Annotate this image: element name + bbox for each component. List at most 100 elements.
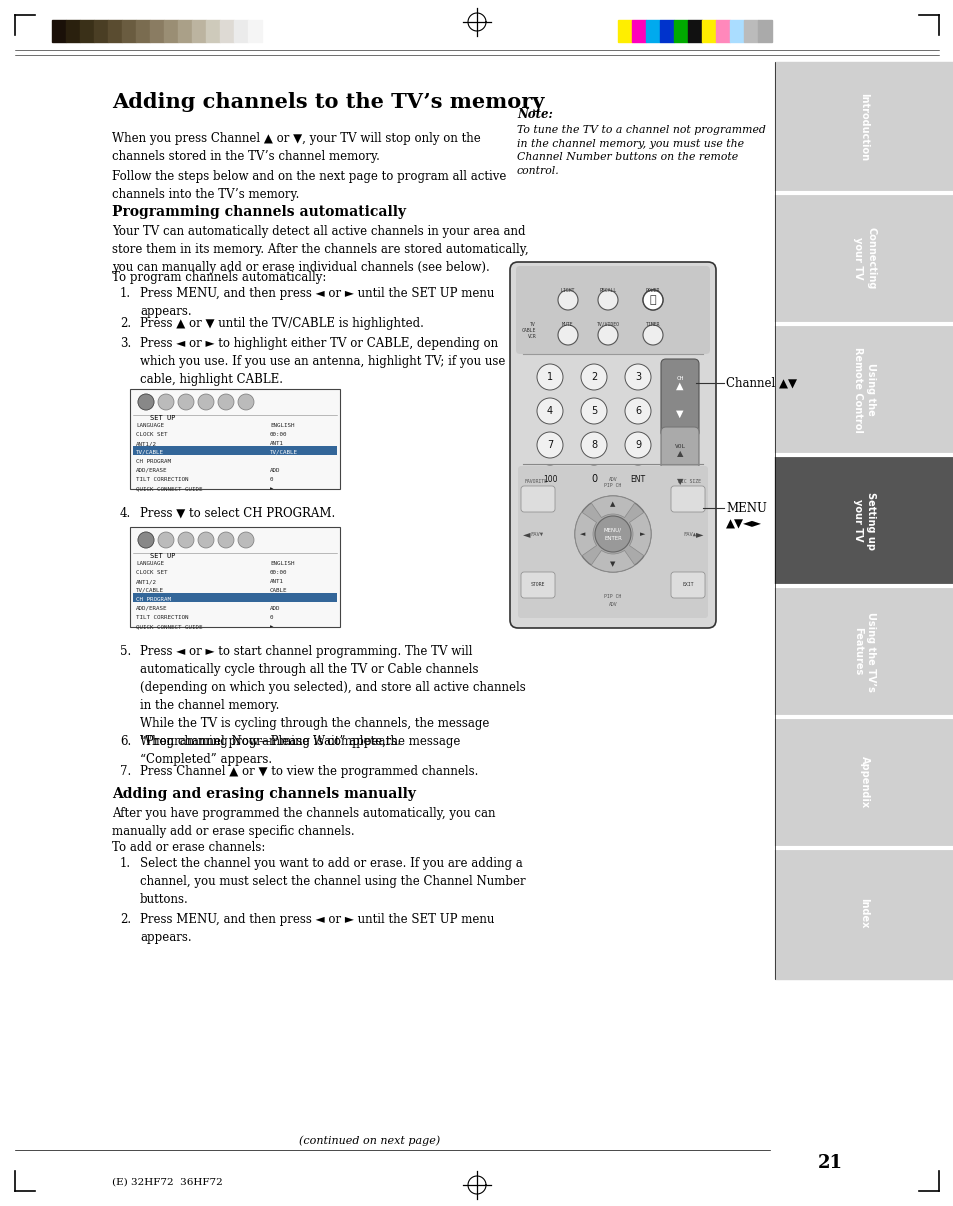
Text: ►: ► — [270, 486, 274, 491]
Bar — [774, 324, 953, 455]
Text: 2.: 2. — [120, 913, 131, 926]
Text: 0: 0 — [270, 615, 274, 620]
Text: MENU/: MENU/ — [603, 527, 621, 533]
Text: After you have programmed the channels automatically, you can
manually add or er: After you have programmed the channels a… — [112, 807, 495, 838]
Text: To add or erase channels:: To add or erase channels: — [112, 841, 265, 854]
Text: 5.: 5. — [120, 645, 132, 658]
Circle shape — [138, 532, 153, 548]
Circle shape — [198, 394, 213, 410]
Text: Introduction: Introduction — [859, 93, 868, 162]
Text: When channel programming is complete,the message
“Completed” appears.: When channel programming is complete,the… — [140, 734, 460, 766]
Text: RECALL: RECALL — [598, 288, 616, 293]
Text: 2: 2 — [590, 371, 597, 382]
Text: VOL: VOL — [674, 444, 685, 449]
Text: QUICK CONNECT GUIDE: QUICK CONNECT GUIDE — [136, 486, 202, 491]
Text: CLOCK SET: CLOCK SET — [136, 432, 168, 437]
Bar — [673, 21, 687, 42]
Text: ANT1: ANT1 — [270, 441, 284, 446]
Text: TILT CORRECTION: TILT CORRECTION — [136, 478, 189, 482]
Text: 00:00: 00:00 — [270, 432, 287, 437]
Text: CABLE: CABLE — [270, 589, 287, 593]
Circle shape — [178, 394, 193, 410]
Bar — [130, 527, 339, 627]
Circle shape — [537, 364, 562, 390]
Text: ◄: ◄ — [579, 531, 585, 537]
Circle shape — [218, 394, 233, 410]
Text: Adding channels to the TV’s memory: Adding channels to the TV’s memory — [112, 92, 544, 112]
Text: ANT1/2: ANT1/2 — [136, 579, 157, 584]
Text: 1: 1 — [546, 371, 553, 382]
Text: Index: Index — [859, 898, 868, 929]
Bar — [94, 21, 108, 42]
Bar — [136, 21, 150, 42]
Bar — [52, 21, 66, 42]
Text: QUICK CONNECT GUIDE: QUICK CONNECT GUIDE — [136, 624, 202, 630]
Text: CH PROGRAM: CH PROGRAM — [136, 597, 171, 602]
Text: ▼: ▼ — [610, 561, 615, 567]
Text: Press MENU, and then press ◄ or ► until the SET UP menu
appears.: Press MENU, and then press ◄ or ► until … — [140, 913, 494, 944]
Circle shape — [624, 364, 650, 390]
Text: ▼: ▼ — [676, 478, 682, 486]
Circle shape — [642, 324, 662, 345]
Circle shape — [537, 432, 562, 458]
Text: ►: ► — [696, 529, 702, 539]
Text: ADD/ERASE: ADD/ERASE — [136, 605, 168, 611]
Text: 7.: 7. — [120, 765, 132, 778]
Text: Appendix: Appendix — [859, 756, 868, 808]
Bar — [248, 21, 262, 42]
Circle shape — [575, 496, 650, 572]
Text: Using the TV’s
Features: Using the TV’s Features — [852, 611, 875, 691]
Text: ◄: ◄ — [522, 529, 530, 539]
Circle shape — [158, 394, 173, 410]
Bar — [132, 446, 336, 455]
Bar — [618, 21, 631, 42]
Bar — [631, 21, 645, 42]
Circle shape — [178, 532, 193, 548]
Text: TILT CORRECTION: TILT CORRECTION — [136, 615, 189, 620]
Text: SET UP: SET UP — [150, 554, 175, 560]
Circle shape — [237, 532, 253, 548]
Text: PIC SIZE: PIC SIZE — [678, 479, 700, 484]
Circle shape — [558, 324, 578, 345]
Text: ADV: ADV — [608, 603, 617, 608]
Text: 00:00: 00:00 — [270, 570, 287, 575]
Circle shape — [598, 289, 618, 310]
Text: POWER: POWER — [645, 288, 659, 293]
Text: ▲: ▲ — [676, 381, 683, 391]
Text: 1.: 1. — [120, 287, 131, 300]
Text: EXIT: EXIT — [681, 582, 693, 587]
Text: TV/CABLE: TV/CABLE — [270, 450, 297, 455]
Bar — [774, 718, 953, 848]
Text: Your TV can automatically detect all active channels in your area and
store them: Your TV can automatically detect all act… — [112, 226, 528, 274]
Text: Using the
Remote Control: Using the Remote Control — [852, 346, 875, 433]
Wedge shape — [575, 513, 596, 556]
Circle shape — [624, 398, 650, 425]
Bar — [729, 21, 743, 42]
Text: ▲: ▲ — [676, 450, 682, 458]
Text: SET UP: SET UP — [150, 415, 175, 421]
Text: Press ▼ to select CH PROGRAM.: Press ▼ to select CH PROGRAM. — [140, 507, 335, 520]
Text: TV: TV — [530, 322, 536, 327]
Text: Adding and erasing channels manually: Adding and erasing channels manually — [112, 788, 416, 801]
Bar — [233, 21, 248, 42]
Circle shape — [595, 516, 630, 552]
Circle shape — [580, 364, 606, 390]
Text: ENT: ENT — [630, 474, 645, 484]
Circle shape — [580, 432, 606, 458]
Text: 3: 3 — [635, 371, 640, 382]
Text: Press ▲ or ▼ until the TV/CABLE is highlighted.: Press ▲ or ▼ until the TV/CABLE is highl… — [140, 317, 423, 330]
Text: LANGUAGE: LANGUAGE — [136, 561, 164, 566]
Text: TIMER: TIMER — [645, 322, 659, 327]
Bar — [192, 21, 206, 42]
Text: (E) 32HF72  36HF72: (E) 32HF72 36HF72 — [112, 1177, 222, 1187]
Text: 6.: 6. — [120, 734, 132, 748]
Text: ADV: ADV — [608, 478, 617, 482]
Text: To tune the TV to a channel not programmed
in the channel memory, you must use t: To tune the TV to a channel not programm… — [517, 125, 765, 176]
Text: To program channels automatically:: To program channels automatically: — [112, 271, 326, 283]
Bar — [774, 62, 953, 193]
Text: Select the channel you want to add or erase. If you are adding a
channel, you mu: Select the channel you want to add or er… — [140, 857, 525, 906]
Circle shape — [537, 466, 562, 492]
Text: CH PROGRAM: CH PROGRAM — [136, 459, 171, 464]
FancyBboxPatch shape — [670, 486, 704, 513]
Text: Channel ▲▼: Channel ▲▼ — [725, 376, 796, 390]
